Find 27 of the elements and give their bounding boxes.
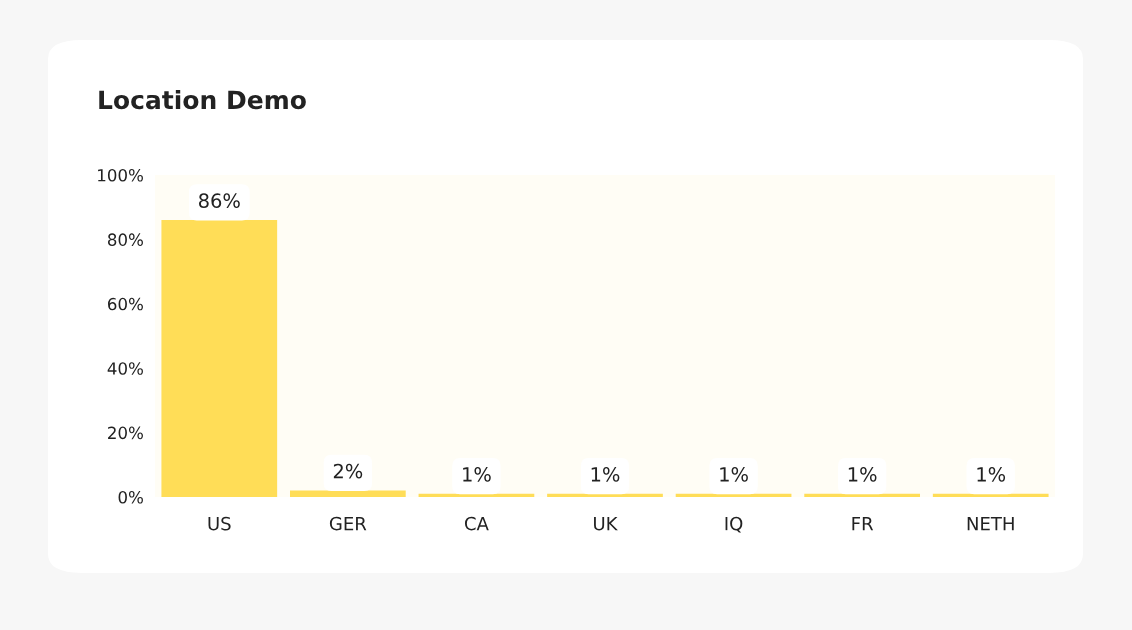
x-tick-label: FR xyxy=(852,517,874,531)
data-label: 1% xyxy=(463,466,491,482)
y-tick-label: 100% xyxy=(98,168,143,182)
data-label: 1% xyxy=(591,466,620,482)
data-label: 1% xyxy=(848,466,877,482)
x-tick-label: US xyxy=(208,516,231,531)
y-tick-label: 20% xyxy=(108,426,143,440)
bar xyxy=(675,493,792,497)
y-tick-label: 80% xyxy=(107,233,143,246)
bar xyxy=(804,493,920,497)
y-tick-label: 0% xyxy=(118,490,143,504)
bar xyxy=(932,493,1049,497)
bar xyxy=(547,493,663,497)
y-tick-label: 60% xyxy=(108,297,143,311)
data-label: 1% xyxy=(977,466,1006,482)
x-tick-label: UK xyxy=(594,517,618,531)
x-tick-label: CA xyxy=(464,516,489,531)
bar xyxy=(290,490,406,497)
data-label: 86% xyxy=(199,193,240,208)
x-tick-label: NETH xyxy=(967,517,1014,531)
chart-title: Location Demo xyxy=(99,89,306,110)
x-tick-label: IQ xyxy=(725,516,743,533)
bar xyxy=(418,493,535,497)
x-tick-label: GER xyxy=(329,516,367,531)
y-tick-label: 40% xyxy=(107,362,143,375)
data-label: 2% xyxy=(333,463,363,479)
data-label: 1% xyxy=(720,466,748,482)
